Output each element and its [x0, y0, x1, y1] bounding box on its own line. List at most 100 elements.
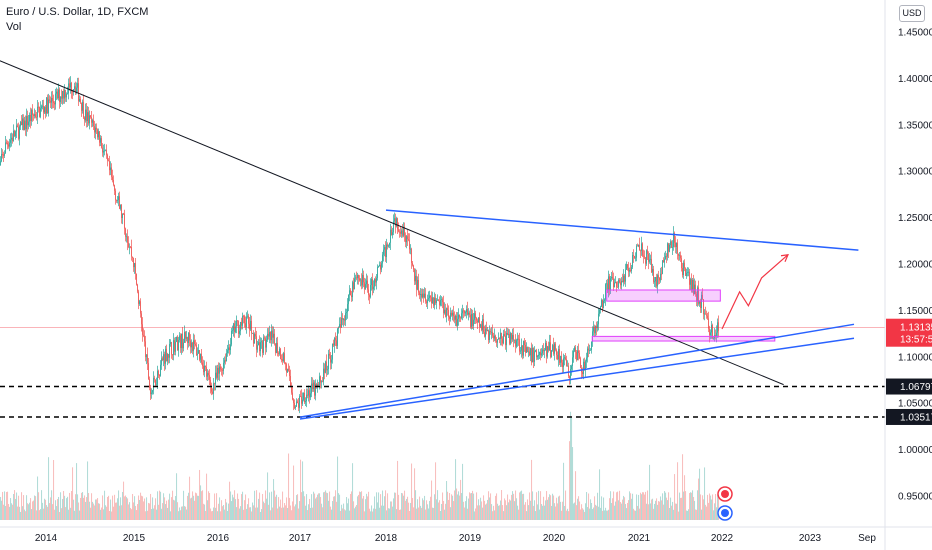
- economic-event-icon[interactable]: [717, 486, 733, 502]
- candle-body: [574, 347, 575, 351]
- volume-bar: [392, 506, 394, 520]
- volume-bar: [358, 494, 360, 520]
- volume-bar: [239, 508, 241, 520]
- volume-bar: [8, 503, 10, 520]
- volume-bar: [150, 493, 152, 520]
- candle-body: [477, 320, 478, 323]
- candle-body: [294, 403, 295, 409]
- candle-body: [562, 362, 563, 368]
- volume-bar: [467, 508, 469, 520]
- candle-body: [443, 302, 444, 314]
- candle-body: [442, 299, 443, 303]
- time-axis[interactable]: 2014 2015 2016 2017 2018 2019 2020 2021 2022 2023…: [0, 526, 932, 544]
- volume-bar: [647, 490, 649, 520]
- volume-bar: [352, 463, 354, 520]
- volume-bar: [115, 502, 117, 520]
- candle-body: [392, 232, 393, 236]
- candle-body: [530, 348, 531, 356]
- volume-bar: [510, 500, 512, 520]
- volume-bar: [487, 499, 489, 520]
- candle-body: [361, 279, 362, 286]
- volume-bar: [177, 502, 179, 520]
- candle-body: [131, 246, 132, 257]
- volume-bar: [269, 492, 271, 520]
- volume-bar: [522, 494, 524, 520]
- candle-body: [168, 354, 169, 358]
- trendline: [299, 323, 855, 418]
- candle-body: [291, 386, 292, 393]
- candle-body: [328, 353, 329, 370]
- candle-body: [406, 236, 407, 243]
- volume-bar: [164, 497, 166, 520]
- volume-bar: [444, 509, 446, 520]
- candle-body: [671, 241, 672, 248]
- candle-body: [608, 276, 609, 291]
- candle-body: [686, 272, 687, 276]
- candle-body: [184, 332, 185, 343]
- volume-indicator-label[interactable]: Vol: [6, 21, 22, 33]
- candle-body: [505, 335, 506, 346]
- time-tick-label: 2018: [375, 533, 398, 544]
- volume-bar: [79, 510, 81, 520]
- candle-body: [122, 213, 123, 219]
- volume-bar: [20, 511, 22, 520]
- candle-body: [264, 337, 265, 339]
- volume-bar: [85, 501, 87, 520]
- volume-bar: [430, 496, 432, 520]
- trendlines: [0, 60, 859, 420]
- volume-bar: [281, 507, 283, 520]
- volume-bar: [417, 499, 419, 520]
- candle-body: [265, 338, 266, 348]
- symbol-title[interactable]: Euro / U.S. Dollar, 1D, FXCM: [6, 6, 149, 18]
- candle-body: [41, 106, 42, 109]
- candle-body: [258, 342, 259, 346]
- candle-body: [326, 361, 327, 371]
- candle-body: [713, 338, 714, 340]
- flag-event-icon[interactable]: [717, 505, 733, 521]
- candle-body: [298, 403, 299, 408]
- candle-body: [207, 372, 208, 377]
- volume-bar: [539, 509, 541, 520]
- volume-bar: [219, 497, 221, 520]
- time-tick-label: 2020: [543, 533, 566, 544]
- volume-bar: [534, 500, 536, 520]
- candle-body: [180, 335, 181, 349]
- volume-bar: [632, 493, 634, 520]
- volume-bar: [42, 502, 44, 520]
- currency-button[interactable]: USD: [899, 5, 925, 22]
- volume-bar: [659, 501, 661, 520]
- candle-body: [586, 357, 587, 362]
- volume-bar: [611, 503, 613, 520]
- event-icons[interactable]: [717, 486, 733, 521]
- price-candles: [0, 76, 719, 414]
- candle-body: [673, 233, 674, 247]
- volume-bar: [400, 509, 402, 520]
- volume-bar: [656, 498, 658, 520]
- volume-bar: [203, 503, 205, 520]
- volume-bar: [667, 500, 669, 520]
- volume-bar: [12, 504, 14, 520]
- volume-bar: [393, 498, 395, 520]
- volume-bar: [451, 494, 453, 520]
- volume-bar: [100, 509, 102, 520]
- candle-body: [223, 362, 224, 371]
- volume-bar: [33, 500, 35, 520]
- candle-body: [212, 391, 213, 394]
- volume-bar: [170, 511, 172, 520]
- candle-body: [411, 248, 412, 263]
- volume-bar: [361, 491, 363, 520]
- candle-body: [558, 349, 559, 360]
- volume-bar: [642, 492, 644, 520]
- volume-bar: [46, 505, 48, 520]
- volume-bar: [641, 494, 643, 520]
- volume-bar: [563, 462, 565, 520]
- candle-body: [8, 144, 9, 147]
- volume-bar: [431, 480, 433, 520]
- volume-bar: [24, 509, 26, 520]
- candle-body: [42, 105, 43, 107]
- volume-bar: [60, 492, 62, 520]
- price-axis[interactable]: 1.45000 1.40000 1.35000 1.30000 1.25000 1.200…: [884, 0, 932, 550]
- candle-body: [696, 294, 697, 301]
- candle-body: [47, 97, 48, 114]
